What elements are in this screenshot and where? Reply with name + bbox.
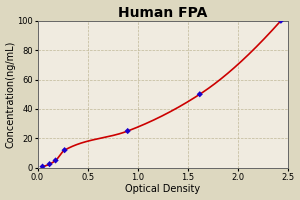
Point — [197, 93, 202, 96]
Point — [62, 149, 67, 152]
Point — [278, 19, 283, 22]
Y-axis label: Concentration(ng/mL): Concentration(ng/mL) — [6, 41, 16, 148]
Point — [125, 129, 130, 133]
Point — [53, 159, 58, 162]
X-axis label: Optical Density: Optical Density — [125, 184, 200, 194]
Point — [47, 163, 52, 166]
Title: Human FPA: Human FPA — [118, 6, 207, 20]
Point — [40, 165, 45, 168]
